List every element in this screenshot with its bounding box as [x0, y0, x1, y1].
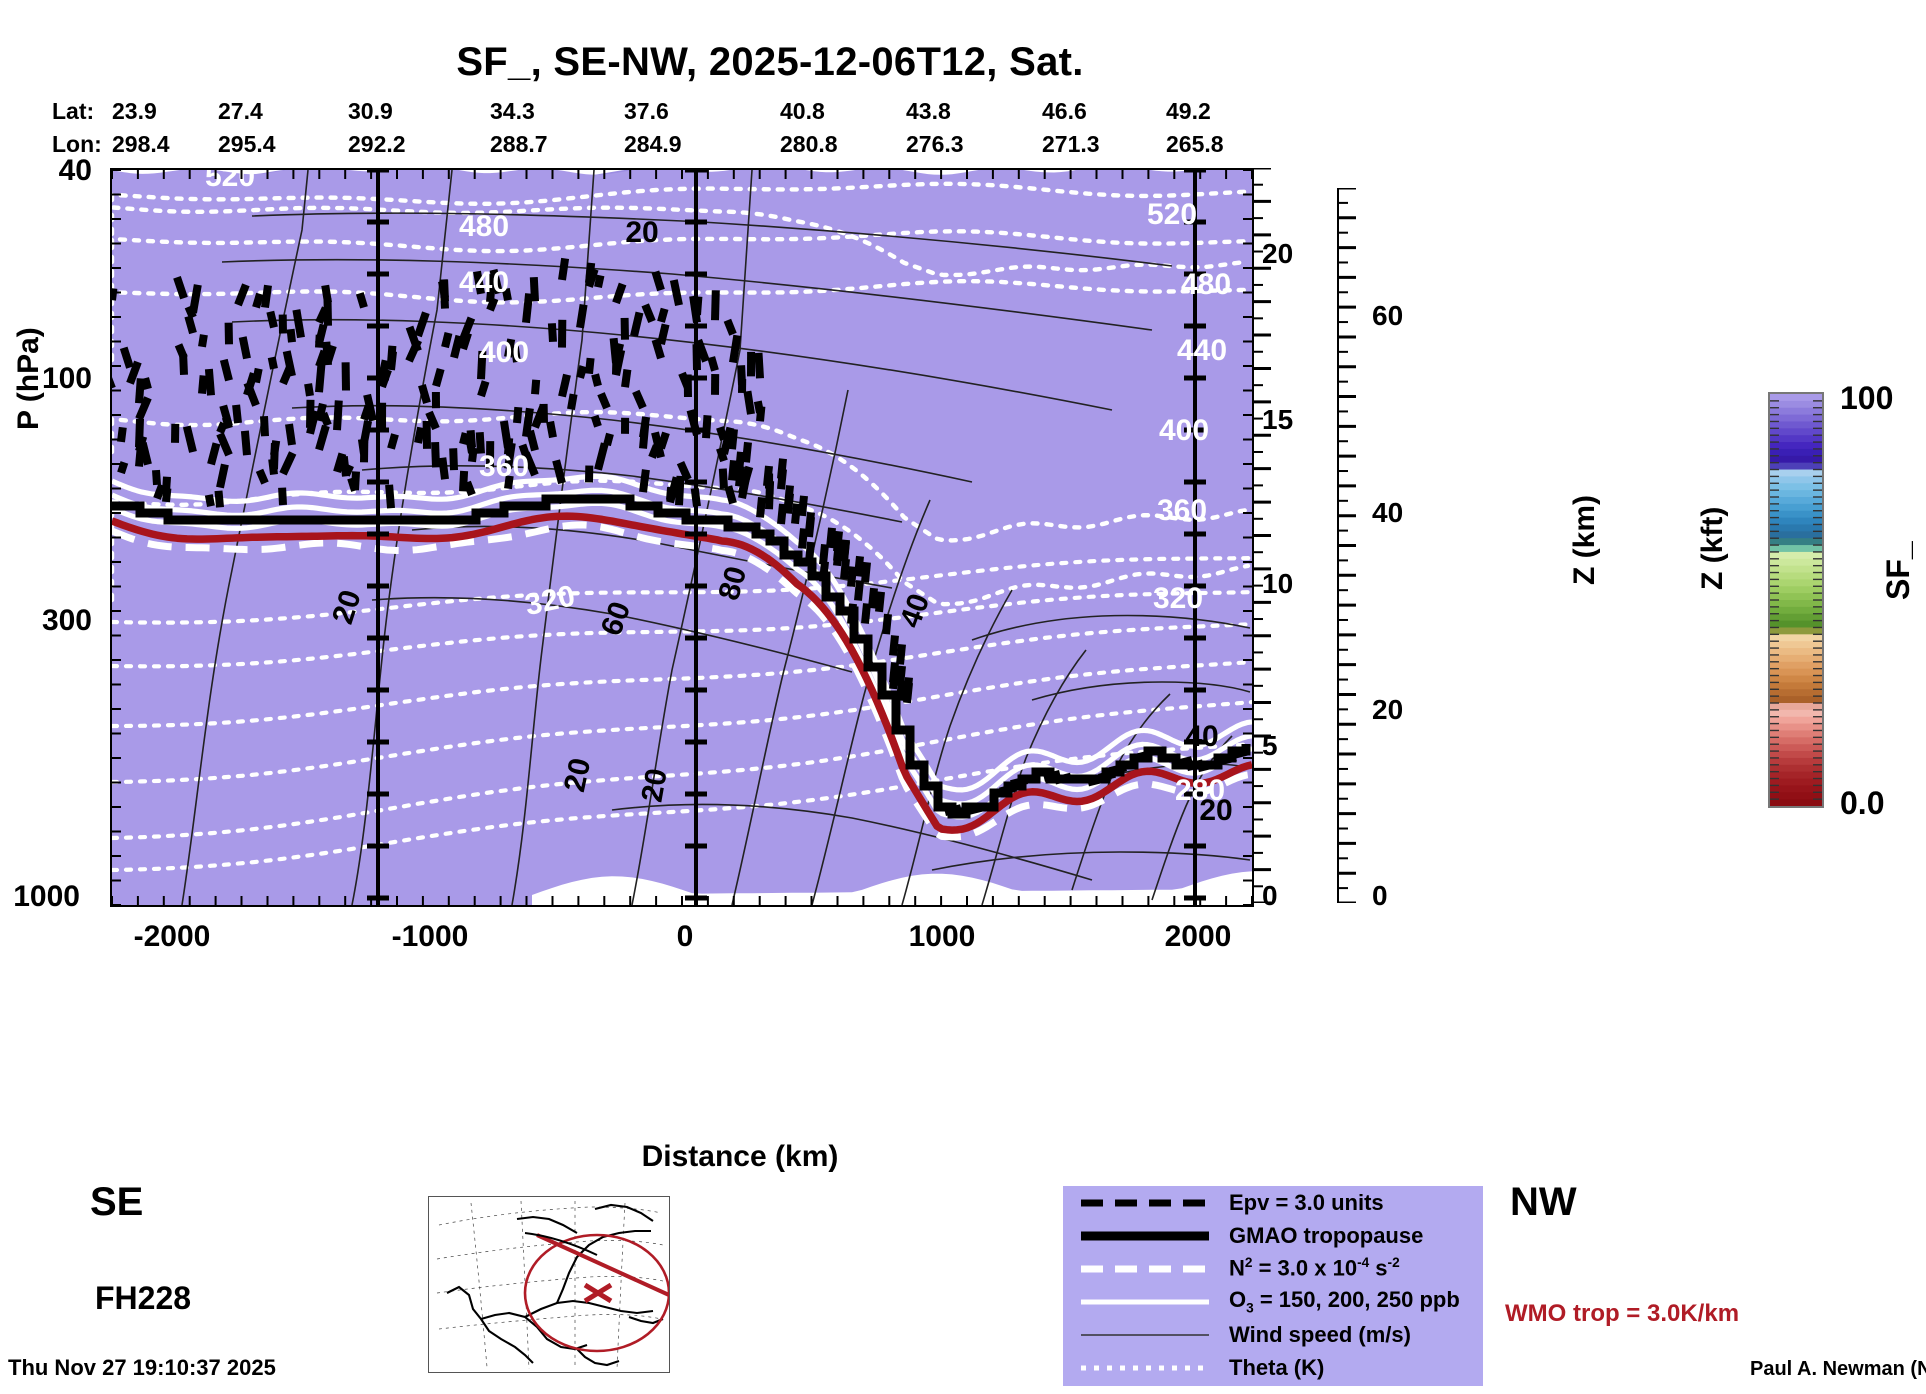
svg-text:360: 360	[479, 450, 529, 483]
z-axis-ruler	[1336, 186, 1366, 908]
lat-value: 46.6	[1042, 98, 1087, 124]
cross-section-svg: 5204804404003603205204804404003603202802…	[112, 170, 1252, 905]
svg-text:20: 20	[558, 755, 597, 795]
lat-value: 49.2	[1166, 98, 1211, 124]
z-axis-ruler	[1251, 166, 1281, 908]
legend-row-theta: Theta (K)	[1063, 1351, 1483, 1384]
zkm-tick-20: 20	[1262, 238, 1294, 269]
legend-row-ozone: O3 = 150, 200, 250 ppb	[1063, 1285, 1483, 1318]
legend-row-gmao-tropopause: GMAO tropopause	[1063, 1219, 1483, 1252]
legend-label-epv: Epv = 3.0 units	[1229, 1189, 1384, 1215]
legend-label-theta: Theta (K)	[1229, 1354, 1325, 1380]
svg-text:360: 360	[1157, 494, 1207, 527]
cross-section-plot: 520 480 440 400 360 320 520 480 440 400 360 320 280 2…	[110, 168, 1254, 907]
author-credit: Paul A. Newman (NASA	[1750, 1358, 1926, 1380]
y-tick-100: 100	[41, 362, 92, 395]
lat-value: 37.6	[624, 98, 669, 124]
plot-canvas: 520 480 440 400 360 320 520 480 440 400 360 320 280 2…	[110, 168, 1254, 907]
lon-value: 298.4	[112, 131, 170, 157]
svg-text:20: 20	[1199, 794, 1232, 827]
zkm-tick-0: 0	[1262, 880, 1278, 911]
solid-white-line-icon	[1075, 1285, 1215, 1318]
svg-text:400: 400	[1159, 414, 1209, 447]
x-axis-label: Distance (km)	[641, 1140, 839, 1173]
zkm-tick-5: 5	[1262, 730, 1278, 761]
y-tick-300: 300	[41, 604, 92, 637]
svg-text:40: 40	[1185, 720, 1218, 753]
lat-value: 23.9	[112, 98, 157, 124]
endpoint-label-nw: NW	[1510, 1180, 1577, 1224]
y-axis-zkft-label: Z (kft)	[1696, 506, 1729, 590]
zkft-tick-20: 20	[1372, 694, 1404, 725]
lat-value: 40.8	[780, 98, 825, 124]
svg-text:520: 520	[205, 170, 255, 193]
x-tick-0: 0	[676, 920, 694, 953]
longitude-axis-row: Lon: 298.4 295.4 292.2 288.7 284.9 280.8 276.3 2…	[52, 131, 1224, 158]
lat-value: 43.8	[906, 98, 951, 124]
page-title: SF_, SE-NW, 2025-12-06T12, Sat.	[456, 40, 1084, 84]
inset-map-svg	[436, 1200, 671, 1370]
y-axis-zkm-label: Z (km)	[1568, 495, 1601, 585]
lon-value: 271.3	[1042, 131, 1100, 157]
solid-black-thick-line-icon	[1075, 1219, 1215, 1252]
wmo-trop-note: WMO trop = 3.0K/km	[1505, 1300, 1740, 1327]
dotted-white-line-icon	[1075, 1351, 1215, 1384]
latitude-row-label: Lat:	[52, 98, 95, 124]
dashed-white-line-icon	[1075, 1252, 1215, 1285]
legend-label-ozone: O3 = 150, 200, 250 ppb	[1229, 1287, 1460, 1316]
colorbar-variable-label: SF_	[1880, 541, 1916, 600]
lon-value: 284.9	[624, 131, 682, 157]
legend-row-n2: N2 = 3.0 x 10-4 s-2	[1063, 1252, 1483, 1285]
x-tick-neg1000: -1000	[391, 920, 469, 953]
legend-label-wind-speed: Wind speed (m/s)	[1229, 1321, 1411, 1347]
lat-value: 34.3	[490, 98, 535, 124]
inset-locator-map	[428, 1196, 671, 1373]
y-tick-1000: 1000	[13, 880, 80, 913]
svg-text:440: 440	[459, 266, 509, 299]
zkft-tick-60: 60	[1372, 300, 1404, 331]
zkm-tick-15: 15	[1262, 404, 1294, 435]
legend-row-epv: Epv = 3.0 units	[1063, 1186, 1483, 1219]
svg-text:20: 20	[635, 766, 673, 805]
lon-value: 276.3	[906, 131, 964, 157]
svg-text:400: 400	[479, 336, 529, 369]
longitude-row-label: Lon:	[52, 131, 102, 157]
transect-overlay	[523, 1232, 671, 1353]
legend-box: Epv = 3.0 units GMAO tropopause N2 = 3.0…	[1063, 1186, 1483, 1386]
x-tick-neg2000: -2000	[133, 920, 211, 953]
latitude-axis-row: Lat: 23.9 27.4 30.9 34.3 37.6 40.8 43.8 46.6 49.2	[52, 98, 1211, 125]
svg-text:480: 480	[1181, 268, 1231, 301]
svg-text:440: 440	[1177, 334, 1227, 367]
svg-text:280: 280	[1175, 774, 1225, 807]
legend-label-gmao-tropopause: GMAO tropopause	[1229, 1222, 1424, 1248]
lat-value: 30.9	[348, 98, 393, 124]
colorbar-svg	[1770, 394, 1822, 807]
zkm-tick-10: 10	[1262, 568, 1294, 599]
endpoint-label-se: SE	[90, 1180, 144, 1224]
thin-black-line-icon	[1075, 1318, 1215, 1351]
colorbar	[1768, 392, 1824, 808]
svg-text:520: 520	[1147, 198, 1197, 231]
forecast-hour-label: FH228	[95, 1280, 192, 1316]
lon-value: 292.2	[348, 131, 406, 157]
x-tick-1000: 1000	[908, 920, 976, 953]
legend-row-wind-speed: Wind speed (m/s)	[1063, 1318, 1483, 1351]
svg-text:20: 20	[625, 216, 658, 249]
generation-timestamp: Thu Nov 27 19:10:37 2025	[8, 1355, 276, 1380]
dashed-black-line-icon	[1075, 1186, 1215, 1219]
y-tick-40: 40	[58, 154, 92, 187]
zkft-tick-0: 0	[1372, 880, 1388, 911]
colorbar-max-label: 100	[1840, 380, 1894, 416]
svg-text:320: 320	[1153, 582, 1203, 615]
zkft-tick-40: 40	[1372, 497, 1404, 528]
colorbar-min-label: 0.0	[1840, 785, 1885, 821]
lon-value: 288.7	[490, 131, 548, 157]
svg-text:480: 480	[459, 210, 509, 243]
lon-value: 280.8	[780, 131, 838, 157]
lon-value: 265.8	[1166, 131, 1224, 157]
lat-value: 27.4	[218, 98, 263, 124]
x-tick-2000: 2000	[1164, 920, 1232, 953]
legend-label-n2: N2 = 3.0 x 10-4 s-2	[1229, 1255, 1400, 1281]
lon-value: 295.4	[218, 131, 276, 157]
